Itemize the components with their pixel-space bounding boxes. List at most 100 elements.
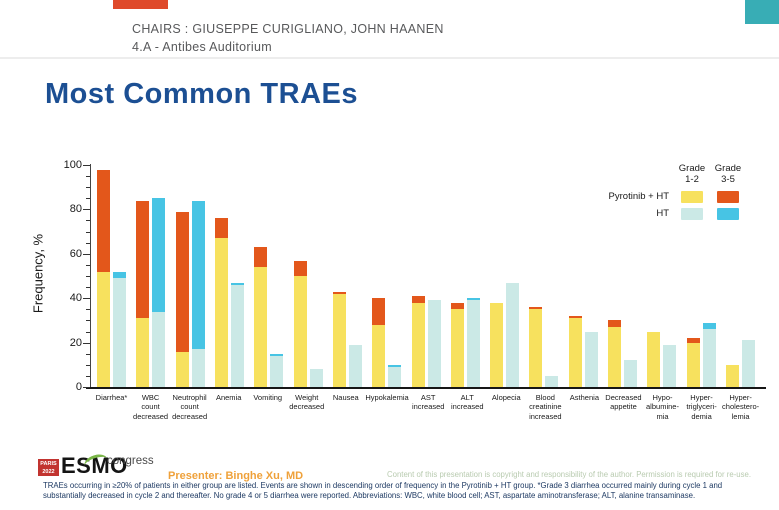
segment-grade-1-2 xyxy=(584,331,598,387)
segment-grade-3-5 xyxy=(702,322,716,330)
bar-group-5 xyxy=(249,165,288,387)
copyright-notice: Content of this presentation is copyrigh… xyxy=(387,470,752,479)
bar-pyrotinib-ht xyxy=(372,298,386,387)
y-minor-tick xyxy=(86,265,90,266)
category-label-9: AST increased xyxy=(411,393,445,412)
y-major-tick xyxy=(83,298,90,299)
bar-ht xyxy=(309,369,323,387)
category-label-3: Neutrophil count decreased xyxy=(172,393,208,421)
y-minor-tick xyxy=(86,320,90,321)
bar-group-16 xyxy=(681,165,720,387)
bar-pyrotinib-ht xyxy=(686,338,700,387)
bars-row xyxy=(92,165,760,387)
bar-group-3 xyxy=(171,165,210,387)
bar-pyrotinib-ht xyxy=(450,302,464,387)
y-minor-tick xyxy=(86,243,90,244)
bar-ht xyxy=(231,282,245,387)
bar-pyrotinib-ht xyxy=(293,260,307,387)
chart-legend: Grade 1-2 Grade 3-5 Pyrotinib + HT HT xyxy=(600,163,746,220)
bar-ht xyxy=(466,298,480,387)
segment-grade-1-2 xyxy=(136,318,150,387)
y-minor-tick xyxy=(86,309,90,310)
bar-pyrotinib-ht xyxy=(175,211,189,387)
bar-ht xyxy=(152,198,166,387)
segment-grade-3-5 xyxy=(450,302,464,310)
bar-group-15 xyxy=(642,165,681,387)
category-label-5: Vomiting xyxy=(253,393,283,402)
y-tick-label: 80 xyxy=(69,203,82,215)
segment-grade-3-5 xyxy=(152,198,166,312)
bar-group-9 xyxy=(406,165,445,387)
y-major-tick xyxy=(83,209,90,210)
top-left-red-fragment xyxy=(113,0,168,9)
segment-grade-1-2 xyxy=(293,276,307,387)
bar-pyrotinib-ht xyxy=(215,218,229,387)
session-chairs: CHAIRS : GIUSEPPE CURIGLIANO, JOHN HAANE… xyxy=(132,22,444,36)
segment-grade-3-5 xyxy=(529,307,543,310)
y-major-tick xyxy=(83,387,90,388)
bar-ht xyxy=(270,353,284,387)
legend-row-label-1: Pyrotinib + HT xyxy=(608,191,669,203)
segment-grade-3-5 xyxy=(608,320,621,328)
segment-grade-1-2 xyxy=(663,344,677,387)
category-label-10: ALT increased xyxy=(450,393,484,412)
y-minor-tick xyxy=(86,354,90,355)
session-room: 4.A - Antibes Auditorium xyxy=(132,40,272,54)
y-tick-label: 40 xyxy=(69,292,82,304)
slide-title: Most Common TRAEs xyxy=(45,78,358,110)
bar-pyrotinib-ht xyxy=(136,200,150,387)
bar-ht xyxy=(113,271,127,387)
segment-grade-1-2 xyxy=(545,375,559,387)
bar-pyrotinib-ht xyxy=(568,316,582,387)
bar-group-13 xyxy=(564,165,603,387)
segment-grade-3-5 xyxy=(568,316,582,319)
bar-group-1 xyxy=(92,165,131,387)
category-label-15: Hypo-albumine-mia xyxy=(646,393,679,421)
segment-grade-1-2 xyxy=(175,351,189,387)
segment-grade-3-5 xyxy=(332,291,346,294)
segment-grade-3-5 xyxy=(270,353,284,356)
bar-group-12 xyxy=(524,165,563,387)
bar-pyrotinib-ht xyxy=(725,364,739,387)
segment-grade-1-2 xyxy=(490,302,504,387)
bar-group-2 xyxy=(131,165,170,387)
bar-pyrotinib-ht xyxy=(529,307,543,387)
legend-swatch-2-2 xyxy=(717,207,739,220)
bar-pyrotinib-ht xyxy=(490,302,504,387)
segment-grade-1-2 xyxy=(466,300,480,387)
category-label-12: Blood creatinine increased xyxy=(529,393,562,421)
segment-grade-1-2 xyxy=(388,367,402,387)
segment-grade-3-5 xyxy=(191,200,205,350)
segment-grade-1-2 xyxy=(411,302,425,387)
segment-grade-1-2 xyxy=(348,344,362,387)
bar-group-14 xyxy=(603,165,642,387)
y-tick-label: 100 xyxy=(63,159,82,171)
legend-col-header-2: Grade 3-5 xyxy=(714,163,742,185)
segment-grade-1-2 xyxy=(647,331,661,387)
segment-grade-1-2 xyxy=(97,271,111,387)
segment-grade-1-2 xyxy=(113,278,127,387)
y-minor-tick xyxy=(86,287,90,288)
x-axis xyxy=(86,387,766,389)
esmo-logo: ESMO xyxy=(61,453,128,478)
category-label-13: Asthenia xyxy=(569,393,599,402)
bar-ht xyxy=(624,360,637,387)
bar-ht xyxy=(741,340,755,387)
category-label-14: Decreased appetite xyxy=(605,393,642,412)
category-label-2: WBC count decreased xyxy=(133,393,169,421)
segment-grade-1-2 xyxy=(270,355,284,387)
legend-row-label-2: HT xyxy=(656,208,669,220)
congress-label: congress xyxy=(107,455,154,467)
header-divider xyxy=(0,57,779,59)
y-minor-tick xyxy=(86,332,90,333)
segment-grade-3-5 xyxy=(372,298,386,325)
bar-ht xyxy=(388,364,402,387)
category-label-8: Hypokalemia xyxy=(365,393,409,402)
segment-grade-1-2 xyxy=(372,324,386,387)
segment-grade-1-2 xyxy=(215,238,229,387)
y-major-tick xyxy=(83,343,90,344)
segment-grade-3-5 xyxy=(215,218,229,239)
bar-pyrotinib-ht xyxy=(608,320,621,387)
segment-grade-1-2 xyxy=(450,309,464,387)
